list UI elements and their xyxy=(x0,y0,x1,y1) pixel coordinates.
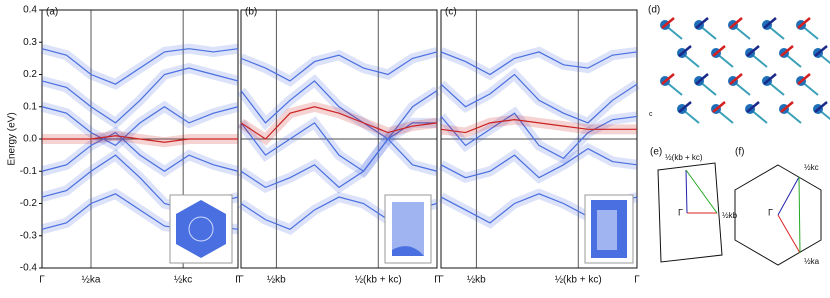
band-line xyxy=(440,51,638,76)
band-shade xyxy=(439,46,638,81)
bz-f xyxy=(734,164,822,266)
y-tick-label: -0.3 xyxy=(20,230,38,241)
band-line xyxy=(240,106,438,140)
y-tick-label: 0.4 xyxy=(23,5,37,16)
band-shade xyxy=(438,142,638,184)
band-shade xyxy=(437,67,640,129)
spin xyxy=(763,73,777,85)
band-line xyxy=(440,119,637,134)
panel-label: (c) xyxy=(445,7,457,18)
lattice xyxy=(660,17,830,124)
inset-b xyxy=(384,194,432,264)
band-line xyxy=(440,73,638,124)
inset-a xyxy=(169,194,233,264)
panel: Γ ½kb ½(kb + kc) Γ (c) xyxy=(437,7,640,286)
band-shade xyxy=(40,43,239,90)
bz-label: Γ xyxy=(678,207,683,217)
band-line xyxy=(41,67,239,124)
x-tick-label: ½(kb + kc) xyxy=(355,275,402,286)
spin xyxy=(797,17,811,29)
band-line xyxy=(41,106,239,147)
spin xyxy=(780,101,794,113)
spin xyxy=(780,45,794,57)
panel-label: (f) xyxy=(735,147,744,158)
x-tick-label: Γ xyxy=(39,275,45,286)
spin xyxy=(661,17,675,29)
y-axis-label: Energy (eV) xyxy=(7,112,18,165)
spin xyxy=(797,73,811,85)
y-tick-label: -0.4 xyxy=(20,263,38,274)
y-tick-label: 0.2 xyxy=(23,69,37,80)
bz-label: ½(kb + kc) xyxy=(665,153,703,162)
x-tick-label: ½(kb + kc) xyxy=(555,275,602,286)
spin xyxy=(678,101,692,113)
bz-label: Γ xyxy=(768,207,773,217)
band-line xyxy=(42,135,238,143)
band-line xyxy=(240,51,438,82)
plots: Γ ½ka ½kc Γ-0.4-0.3-0.2-0.10.00.10.20.30.4E… xyxy=(7,5,641,286)
y-tick-label: -0.1 xyxy=(20,166,38,177)
panel-label: (d) xyxy=(648,5,660,16)
bz-label: ½ka xyxy=(804,257,820,266)
spin xyxy=(712,101,726,113)
band-line xyxy=(240,80,438,140)
spin xyxy=(814,45,828,57)
band-line xyxy=(240,138,438,189)
spin xyxy=(695,73,709,85)
spin xyxy=(729,17,743,29)
spin xyxy=(763,17,777,29)
x-tick-label: ½kb xyxy=(267,275,286,286)
spin xyxy=(678,45,692,57)
panel-label: (e) xyxy=(650,147,662,158)
x-tick-label: ½ka xyxy=(82,275,101,286)
band-line xyxy=(440,112,638,160)
bz-label: ½kb xyxy=(722,211,738,220)
x-tick-label: Γ xyxy=(438,275,444,286)
spin xyxy=(661,73,675,85)
band-shade xyxy=(239,47,439,87)
x-tick-label: Γ xyxy=(434,275,440,286)
inset-c xyxy=(584,194,634,264)
spin xyxy=(729,73,743,85)
spin xyxy=(746,101,760,113)
band-line xyxy=(41,48,239,85)
spin xyxy=(695,17,709,29)
band-line xyxy=(41,131,239,172)
y-tick-label: 0.1 xyxy=(23,101,37,112)
y-tick-label: 0.3 xyxy=(23,37,37,48)
panel: Γ ½ka ½kc Γ-0.4-0.3-0.2-0.10.00.10.20.30.4E… xyxy=(7,5,242,286)
spin xyxy=(712,45,726,57)
panel-label: (a) xyxy=(46,7,58,18)
x-tick-label: ½kc xyxy=(174,275,192,286)
x-tick-label: Γ xyxy=(634,275,640,286)
bz-e xyxy=(657,162,723,263)
band-line xyxy=(440,147,638,179)
axis-label: c xyxy=(649,111,653,118)
spin xyxy=(814,101,828,113)
y-tick-label: -0.2 xyxy=(20,198,38,209)
y-tick-label: 0.0 xyxy=(23,134,37,145)
bz-label: ½kc xyxy=(804,163,819,172)
x-tick-label: Γ xyxy=(235,275,241,286)
x-tick-label: Γ xyxy=(238,275,244,286)
panel-label: (b) xyxy=(245,7,257,18)
spin xyxy=(746,45,760,57)
x-tick-label: ½kb xyxy=(467,275,486,286)
